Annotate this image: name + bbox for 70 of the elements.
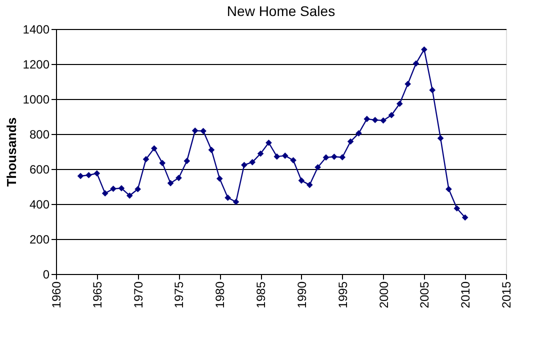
point [282, 152, 288, 159]
x-tick-label: 1970 [131, 281, 146, 308]
x-tick-label: 2000 [376, 281, 391, 308]
x-tick-label: 2015 [500, 281, 514, 308]
point [388, 112, 395, 118]
x-tick-label: 1985 [254, 281, 268, 308]
point [429, 86, 436, 94]
point [396, 100, 403, 107]
point [134, 186, 141, 192]
point [208, 146, 215, 154]
point [462, 214, 468, 221]
point [142, 156, 150, 162]
point [322, 154, 330, 161]
point [257, 150, 264, 157]
point [102, 190, 108, 196]
point [298, 177, 305, 184]
point [77, 172, 84, 180]
point [412, 60, 420, 67]
point [151, 145, 158, 152]
x-tick-label: 2005 [418, 281, 432, 308]
point [404, 80, 411, 88]
point [192, 128, 198, 134]
y-tick-label: 200 [29, 232, 50, 246]
y-tick-label: 400 [29, 198, 50, 212]
y-axis-title: Thousands [4, 117, 19, 187]
x-tick-label: 1965 [90, 281, 104, 308]
point [446, 186, 452, 192]
point [347, 138, 354, 145]
point [364, 116, 370, 122]
point [241, 162, 248, 168]
point [232, 198, 240, 206]
point [86, 172, 92, 178]
x-tick-label: 1960 [50, 281, 64, 308]
y-tick-label: 1000 [22, 92, 50, 106]
point [314, 164, 321, 170]
x-tick-label: 2010 [458, 281, 473, 308]
point [454, 205, 460, 212]
point [372, 116, 378, 124]
y-tick-label: 1400 [22, 22, 50, 36]
point [266, 140, 272, 146]
point [176, 174, 182, 182]
point [249, 159, 256, 166]
point [274, 153, 280, 160]
y-tick-label: 1200 [22, 58, 50, 72]
point [118, 185, 125, 192]
point [159, 160, 166, 166]
point [216, 175, 223, 182]
point [306, 182, 313, 188]
y-tick-label: 600 [29, 162, 50, 176]
point [167, 180, 174, 186]
point [94, 170, 100, 177]
point [184, 158, 190, 164]
point [110, 186, 116, 192]
x-tick-label: 1980 [213, 281, 228, 308]
point [380, 117, 386, 124]
y-tick-label: 0 [42, 268, 50, 282]
x-tick-label: 1975 [172, 281, 186, 308]
point [356, 130, 362, 136]
chart-title: New Home Sales [226, 3, 336, 19]
point [421, 46, 428, 53]
x-tick-label: 1995 [336, 281, 350, 308]
point [437, 135, 444, 142]
point [200, 128, 206, 134]
point [290, 157, 296, 164]
point [331, 154, 338, 160]
x-tick-label: 1990 [294, 281, 309, 308]
point [339, 154, 346, 160]
point [126, 192, 133, 199]
y-tick-label: 800 [29, 128, 50, 142]
point [224, 194, 231, 201]
